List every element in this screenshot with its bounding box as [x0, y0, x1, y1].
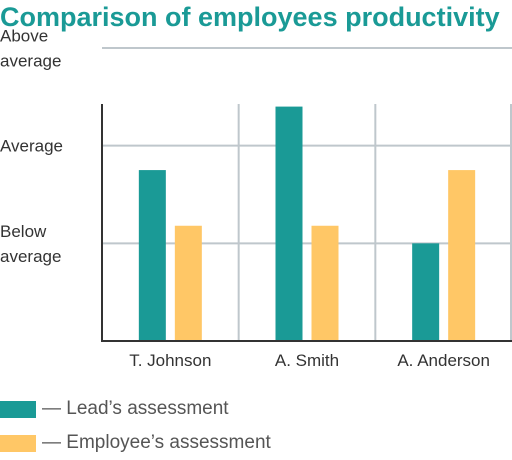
bar-chart: Below average Average Above average T. Johns…	[0, 27, 512, 370]
bar-employee-1	[311, 225, 339, 341]
y-tick-labels: Below average Average Above average	[0, 27, 63, 266]
bars	[138, 106, 476, 341]
legend-swatch-lead	[0, 400, 36, 418]
legend-item-employee: — Employee’s assessment	[0, 426, 271, 460]
y-tick-label-2: Above average	[0, 27, 61, 71]
bar-employee-2	[448, 170, 476, 341]
x-tick-label-2: A. Anderson	[397, 351, 490, 370]
bar-employee-0	[174, 225, 202, 341]
axes	[101, 104, 512, 342]
legend-swatch-employee	[0, 434, 36, 452]
bar-lead-2	[412, 243, 440, 341]
chart-title: Comparison of employees productivity	[0, 2, 500, 32]
x-tick-label-0: T. Johnson	[129, 351, 211, 370]
bar-lead-0	[138, 170, 166, 341]
x-tick-label-1: A. Smith	[275, 351, 339, 370]
grid-lines	[102, 47, 512, 341]
legend-item-lead: — Lead’s assessment	[0, 392, 271, 426]
y-tick-label-1: Average	[0, 137, 63, 156]
y-tick-label-0: Below average	[0, 222, 61, 266]
x-tick-labels: T. Johnson A. Smith A. Anderson	[129, 351, 490, 370]
legend-label-lead: — Lead’s assessment	[42, 398, 229, 419]
legend: — Lead’s assessment — Employee’s assessm…	[0, 392, 271, 460]
bar-lead-1	[275, 106, 303, 341]
legend-label-employee: — Employee’s assessment	[42, 432, 271, 453]
